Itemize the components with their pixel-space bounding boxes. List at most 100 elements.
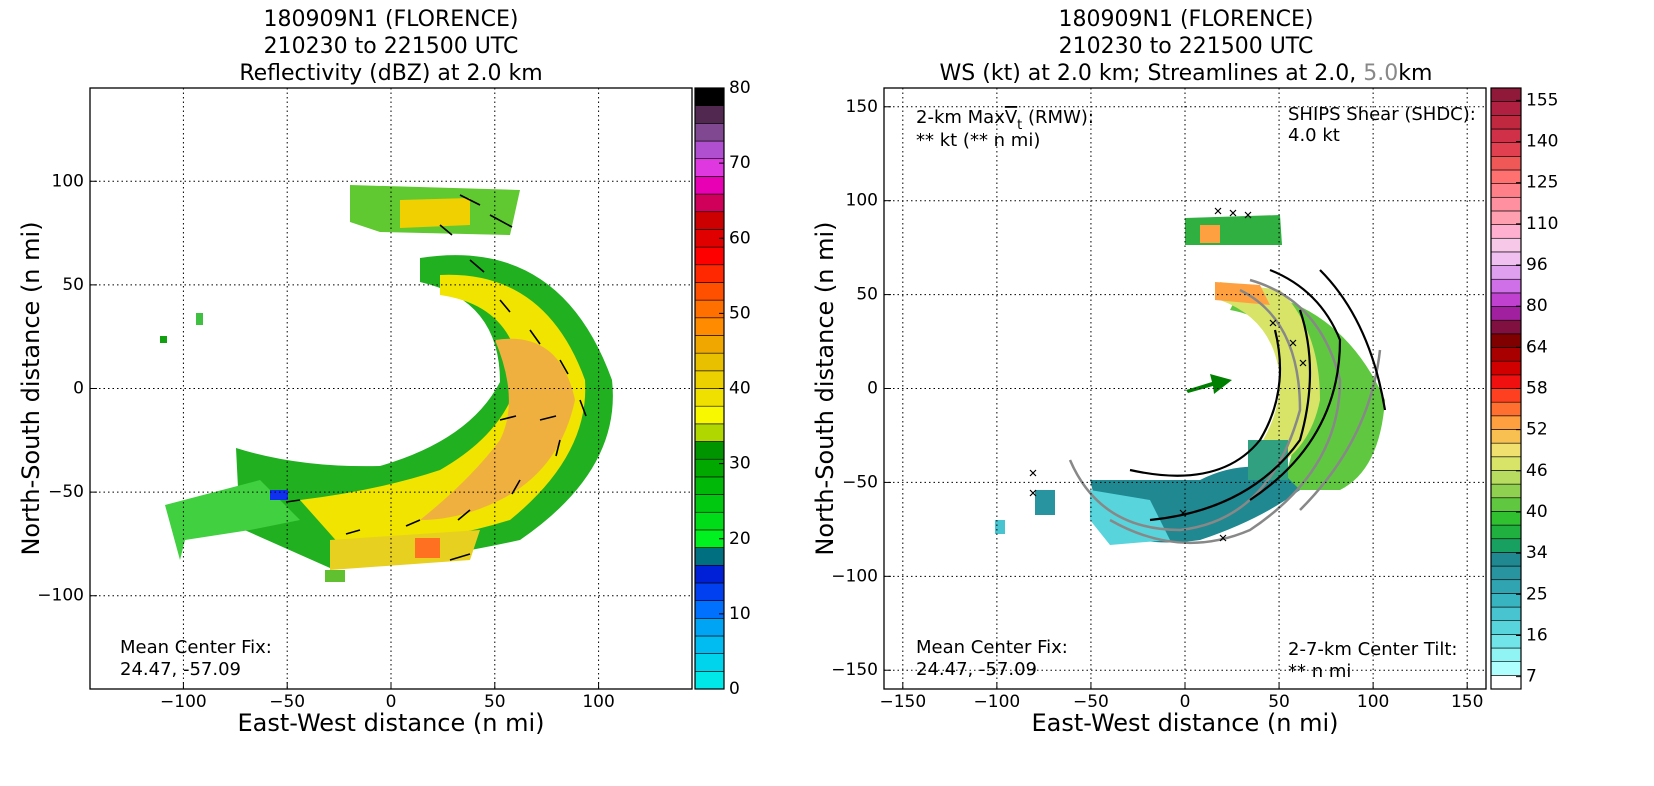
annotation-part: 2-km Max	[916, 107, 1005, 128]
panel: −150 −100 −50 0 50 100 150 −150 −100 −50 0 50 100 150…	[811, 7, 1558, 737]
y-tick-label: −50	[48, 482, 84, 502]
colorbar-bin	[694, 476, 725, 495]
colorbar-bin	[1490, 593, 1522, 608]
y-tick-label: 50	[856, 285, 878, 305]
colorbar-bin	[1490, 374, 1522, 389]
colorbar-bin	[1490, 237, 1522, 253]
chart-title: Reflectivity (dBZ) at 2.0 km	[239, 61, 542, 86]
title-part: 5.0	[1363, 61, 1398, 86]
colorbar-bin	[1490, 360, 1522, 376]
colorbar-bin	[1490, 661, 1522, 676]
colorbar-bin	[694, 388, 725, 407]
colorbar-bin	[1490, 347, 1522, 362]
colorbar-bin	[694, 317, 725, 336]
colorbar-bin	[694, 441, 725, 460]
colorbar-bin	[1490, 142, 1522, 157]
colorbar-bin	[1490, 306, 1522, 321]
colorbar-bin	[1490, 483, 1522, 499]
colorbar-bin	[1490, 524, 1522, 540]
colorbar-label: 40	[1526, 502, 1548, 522]
colorbar-bin	[694, 494, 725, 513]
colorbar-bin	[1490, 565, 1522, 581]
colorbar-bin	[1490, 511, 1522, 526]
x-axis-label: East-West distance (n mi)	[1031, 709, 1338, 737]
colorbar-label: 125	[1526, 173, 1558, 193]
colorbar-bin	[694, 635, 725, 654]
colorbar-bin	[1490, 606, 1522, 622]
annotation: 4.0 kt	[1288, 125, 1340, 146]
y-tick-label: −100	[37, 586, 84, 606]
annotation: 2-km MaxVt (RMW):	[916, 107, 1094, 133]
annotation: 24.47, -57.09	[120, 659, 241, 680]
colorbar-bin	[1490, 429, 1522, 444]
annotation-part: t	[1017, 118, 1022, 133]
colorbar-bin	[694, 264, 725, 283]
colorbar-bin	[694, 600, 725, 619]
colorbar-bin	[694, 653, 725, 672]
chart-title: 180909N1 (FLORENCE)	[1059, 7, 1314, 32]
colorbar-bin	[1490, 278, 1522, 294]
colorbar-bin	[1490, 620, 1522, 635]
y-axis-label: North-South distance (n mi)	[17, 221, 45, 555]
annotation: Mean Center Fix:	[916, 637, 1068, 658]
colorbar-label: 80	[729, 78, 751, 98]
colorbar-label: 52	[1526, 420, 1548, 440]
y-tick-label: −150	[831, 660, 878, 680]
colorbar-bin	[1490, 115, 1522, 130]
colorbar-bin	[1490, 128, 1522, 143]
colorbar-bin	[1490, 292, 1522, 307]
y-tick-label: 50	[62, 275, 84, 295]
colorbar-label: 80	[1526, 296, 1548, 316]
colorbar-bin	[1490, 456, 1522, 471]
colorbar-bin	[1490, 333, 1522, 348]
x-tick-label: 0	[1180, 692, 1191, 712]
colorbar-bin	[1490, 470, 1522, 485]
colorbar-label: 50	[729, 303, 751, 323]
colorbar-bin	[1490, 265, 1522, 280]
plot-frame	[883, 87, 1487, 690]
colorbar-bin	[694, 193, 725, 213]
title-part: km	[1398, 61, 1432, 86]
colorbar-bin	[694, 211, 725, 230]
colorbar-bin	[1490, 210, 1522, 225]
title-part: WS (kt) at 2.0 km; Streamlines at 2.0,	[940, 61, 1364, 86]
colorbar-bin	[694, 299, 725, 319]
colorbar-bin	[694, 617, 725, 637]
y-axis-label: North-South distance (n mi)	[811, 221, 839, 555]
colorbar-bin	[694, 123, 725, 142]
x-tick-label: −150	[879, 692, 926, 712]
annotation: 24.47, -57.09	[916, 659, 1037, 680]
colorbar-bin	[694, 140, 725, 160]
colorbar-bin	[694, 176, 725, 195]
colorbar-bin	[1490, 647, 1522, 662]
colorbar-bin	[694, 547, 725, 566]
colorbar-label: 140	[1526, 132, 1558, 152]
annotation-part: V	[1005, 107, 1018, 128]
colorbar-bin	[694, 335, 725, 354]
colorbar-bin	[694, 582, 725, 601]
colorbar-bin	[694, 564, 725, 584]
colorbar-label: 16	[1526, 625, 1548, 645]
colorbar-label: 110	[1526, 214, 1558, 234]
y-tick-label: −100	[831, 566, 878, 586]
colorbar-bin	[1490, 224, 1522, 239]
colorbar-bin	[694, 282, 725, 301]
colorbar-bin	[1490, 579, 1522, 594]
x-tick-label: 50	[1268, 692, 1290, 712]
colorbar-bin	[694, 352, 725, 372]
x-tick-label: 150	[1451, 692, 1483, 712]
x-tick-label: −50	[269, 692, 305, 712]
y-tick-label: 0	[73, 379, 84, 399]
colorbar-label: 40	[729, 379, 751, 399]
colorbar-bin	[694, 105, 725, 124]
colorbar-label: 7	[1526, 667, 1537, 687]
annotation-part: (RMW):	[1022, 107, 1094, 128]
colorbar-bin	[1490, 552, 1522, 567]
colorbar-bin	[1490, 401, 1522, 417]
y-tick-label: −50	[842, 472, 878, 492]
colorbar-bin	[1490, 87, 1522, 102]
colorbar-bin	[694, 158, 725, 177]
colorbar-label: 70	[729, 153, 751, 173]
colorbar-label: 0	[729, 679, 740, 699]
